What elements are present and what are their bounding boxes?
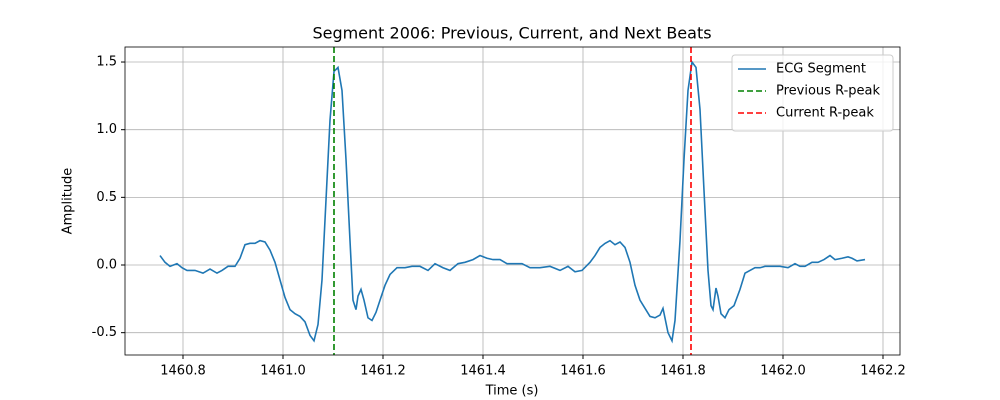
legend-label: Current R-peak	[776, 106, 874, 121]
x-tick-label: 1461.2	[360, 364, 406, 379]
y-tick-label: 0.0	[96, 258, 117, 273]
x-tick-label: 1462.0	[760, 364, 806, 379]
legend-label: ECG Segment	[776, 62, 866, 77]
data-line	[159, 59, 866, 344]
y-tick-label: 1.0	[96, 122, 117, 137]
x-tick-label: 1461.4	[460, 364, 506, 379]
plot-frame	[124, 46, 901, 356]
chart-title: Segment 2006: Previous, Current, and Nex…	[312, 24, 711, 43]
x-tick-label: 1461.0	[260, 364, 306, 379]
x-tick-label: 1461.6	[560, 364, 606, 379]
x-tick-label: 1462.2	[860, 364, 906, 379]
y-tick-label: 1.5	[96, 55, 117, 70]
legend-box	[731, 54, 894, 132]
y-axis-label: Amplitude	[61, 168, 76, 235]
legend-label: Previous R-peak	[776, 84, 880, 99]
x-axis-label: Time (s)	[485, 384, 539, 399]
x-tick-label: 1460.8	[160, 364, 206, 379]
x-tick-label: 1461.8	[660, 364, 706, 379]
y-tick-label: -0.5	[92, 325, 117, 340]
y-tick-label: 0.5	[96, 190, 117, 205]
